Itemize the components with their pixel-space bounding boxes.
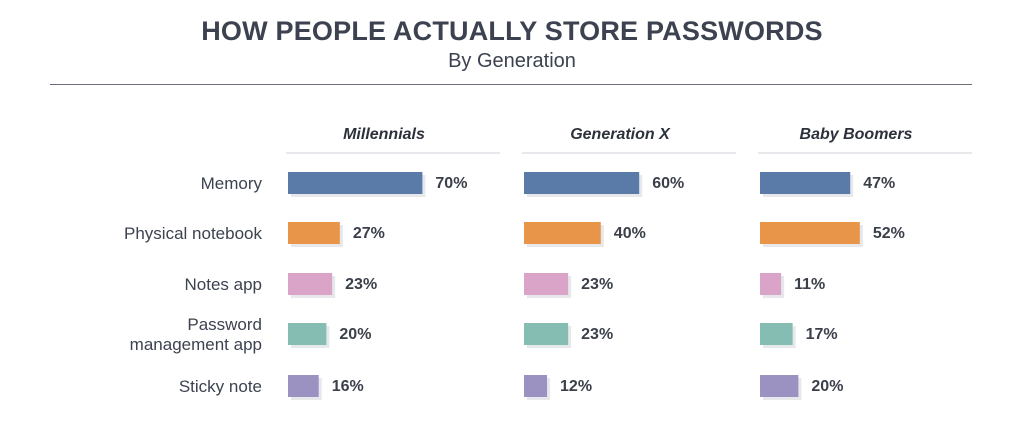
value-label-1-3: 23% xyxy=(581,326,613,343)
value-label-0-1: 27% xyxy=(353,225,385,242)
category-label-4: Sticky note xyxy=(179,377,262,396)
bar-1-4 xyxy=(524,375,548,397)
bar-2-3 xyxy=(760,323,793,345)
bar-0-3 xyxy=(288,323,327,345)
value-label-0-4: 16% xyxy=(332,378,364,395)
category-label-1: Physical notebook xyxy=(124,224,262,243)
bar-1-0 xyxy=(524,172,640,194)
chart-title: HOW PEOPLE ACTUALLY STORE PASSWORDS xyxy=(201,16,823,46)
value-label-0-3: 20% xyxy=(339,326,371,343)
series-label-0: Millennials xyxy=(343,126,425,143)
series-label-1: Generation X xyxy=(570,126,671,143)
bar-2-2 xyxy=(760,273,782,295)
bar-1-3 xyxy=(524,323,569,345)
value-label-2-1: 52% xyxy=(873,225,905,242)
value-label-1-0: 60% xyxy=(652,175,684,192)
bar-2-1 xyxy=(760,222,860,244)
bar-1-1 xyxy=(524,222,601,244)
title-divider xyxy=(50,84,972,85)
bar-2-0 xyxy=(760,172,851,194)
value-label-0-2: 23% xyxy=(345,276,377,293)
value-label-2-4: 20% xyxy=(811,378,843,395)
category-label-3: Password management app xyxy=(130,315,262,354)
value-label-2-3: 17% xyxy=(806,326,838,343)
bar-2-4 xyxy=(760,375,799,397)
value-label-1-2: 23% xyxy=(581,276,613,293)
value-label-2-2: 11% xyxy=(794,276,825,293)
chart-subtitle: By Generation xyxy=(448,50,576,72)
value-label-1-4: 12% xyxy=(560,378,592,395)
bar-1-2 xyxy=(524,273,569,295)
category-label-0: Memory xyxy=(201,174,263,193)
bar-0-0 xyxy=(288,172,423,194)
value-label-1-1: 40% xyxy=(614,225,646,242)
value-label-2-0: 47% xyxy=(863,175,895,192)
value-label-0-0: 70% xyxy=(435,175,467,192)
bar-0-1 xyxy=(288,222,340,244)
bar-0-4 xyxy=(288,375,319,397)
series-label-2: Baby Boomers xyxy=(800,126,913,143)
category-label-2: Notes app xyxy=(185,275,263,294)
bar-0-2 xyxy=(288,273,333,295)
